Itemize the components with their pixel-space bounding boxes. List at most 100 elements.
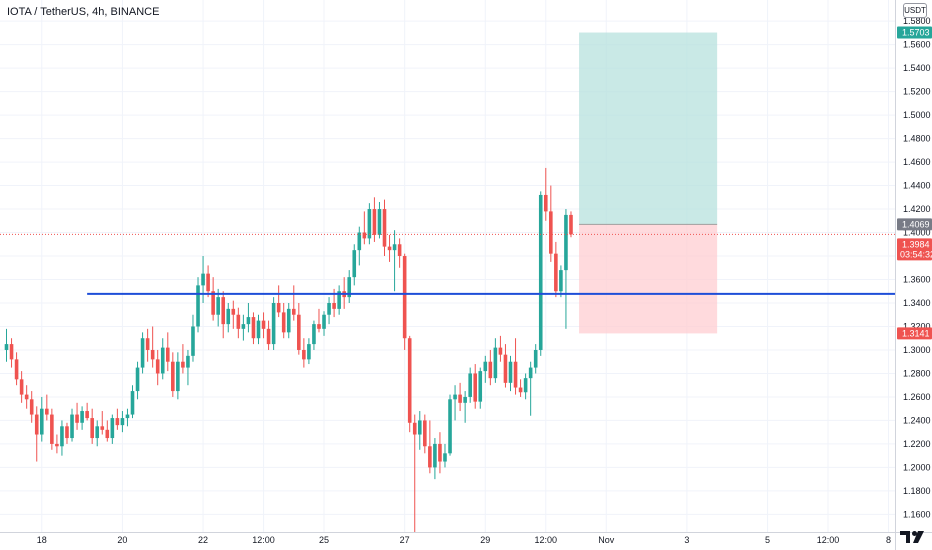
position-zones[interactable] — [579, 32, 718, 334]
candle — [417, 411, 422, 450]
last-price-badge[interactable] — [897, 238, 932, 261]
candle-body-up — [564, 214, 568, 271]
candle — [261, 312, 266, 339]
candle — [165, 332, 170, 372]
candle-body-up — [216, 297, 220, 315]
candle-body-down — [45, 408, 49, 415]
candle-body-down — [372, 209, 377, 235]
candle-body-down — [503, 354, 508, 383]
candle-body-up — [352, 250, 357, 278]
candle-body-up — [201, 273, 205, 286]
candles — [4, 167, 573, 532]
candle-body-up — [322, 314, 326, 329]
candle — [246, 302, 251, 333]
candle — [281, 302, 286, 339]
candle — [458, 382, 462, 412]
candle — [196, 277, 200, 333]
candle-body-up — [191, 326, 195, 356]
stop-price-badge[interactable] — [897, 327, 932, 340]
candle — [50, 408, 54, 450]
candle — [564, 209, 568, 329]
candle-body-down — [291, 308, 296, 315]
entry-price-label: 1.4069 — [902, 219, 930, 229]
candle-body-down — [382, 209, 387, 247]
candle-body-down — [9, 344, 14, 360]
time-tick-label: 20 — [117, 535, 127, 545]
candle-body-down — [50, 414, 54, 444]
candle — [498, 335, 503, 362]
candle — [508, 355, 513, 392]
target-price-badge[interactable] — [897, 26, 932, 39]
candle-body-down — [554, 253, 558, 292]
candle-body-up — [186, 355, 190, 368]
candle-body-up — [271, 302, 276, 345]
price-axis[interactable]: 1.5800 1.5600 1.5400 1.5200 1.5000 1.4800 1.46… — [895, 0, 932, 550]
currency-unit-button[interactable]: USDT — [903, 3, 927, 18]
candle-body-up — [508, 361, 513, 383]
time-axis[interactable]: 18 20 22 12:00 25 27 29 12:00 Nov 3 5 12:00 8 — [0, 532, 932, 546]
candle-body-up — [528, 367, 533, 379]
price-tick-label: 1.2600 — [903, 392, 931, 402]
candle-body-down — [281, 312, 286, 333]
price-tick-label: 1.5400 — [903, 63, 931, 73]
candle — [423, 414, 427, 454]
bar-countdown-label: 03:54:32 — [900, 249, 932, 259]
candle — [181, 344, 185, 374]
candle — [392, 230, 397, 292]
candle-body-up — [241, 324, 246, 329]
candle — [483, 355, 488, 383]
candle-body-up — [70, 414, 74, 439]
candle — [549, 185, 553, 262]
candle-body-up — [120, 418, 125, 426]
price-tick-label: 1.5200 — [903, 87, 931, 97]
price-tick-label: 1.4400 — [903, 181, 931, 191]
candle-body-down — [276, 302, 281, 313]
candle — [34, 406, 39, 462]
candle-body-down — [75, 414, 79, 423]
candle-body-up — [417, 420, 422, 435]
chart-title: IOTA / TetherUS, 4h, BINANCE — [7, 6, 159, 18]
candle — [85, 402, 89, 421]
chart-overlays[interactable] — [0, 233, 895, 295]
candle-body-down — [332, 302, 336, 309]
candle-body-down — [498, 347, 503, 355]
candle — [362, 211, 367, 245]
candle-body-down — [105, 429, 110, 439]
candle — [453, 385, 457, 421]
grid-lines — [0, 0, 895, 532]
candle — [478, 367, 483, 409]
candle-body-up — [196, 285, 200, 327]
candle-body-down — [34, 414, 39, 435]
candle — [176, 352, 180, 400]
candle — [312, 320, 316, 350]
candle — [382, 199, 387, 257]
candle — [155, 349, 160, 386]
candle — [327, 297, 331, 325]
candle-body-down — [150, 349, 155, 360]
profit-zone[interactable] — [579, 32, 718, 225]
candle-body-up — [533, 349, 538, 368]
price-tick-label: 1.3400 — [903, 298, 931, 308]
candle — [357, 226, 362, 266]
candle-body-down — [181, 361, 185, 368]
candle — [538, 191, 543, 356]
candle-body-up — [125, 414, 130, 419]
candle-body-up — [80, 411, 84, 423]
candle — [372, 197, 377, 242]
candle — [186, 349, 190, 386]
candle-body-down — [19, 379, 24, 395]
candle — [347, 270, 352, 303]
candle-body-down — [317, 324, 321, 329]
candle-body-up — [135, 367, 140, 392]
candle — [241, 314, 246, 341]
entry-price-badge[interactable] — [897, 218, 932, 231]
price-tick-label: 1.4200 — [903, 204, 931, 214]
price-tick-label: 1.4600 — [903, 157, 931, 167]
stop-loss-zone[interactable] — [579, 224, 718, 334]
candle-body-up — [110, 418, 115, 439]
time-tick-label: 5 — [765, 535, 770, 545]
tradingview-logo-icon[interactable] — [898, 526, 928, 546]
candle-body-up — [95, 426, 100, 439]
target-price-label: 1.5703 — [902, 28, 930, 38]
